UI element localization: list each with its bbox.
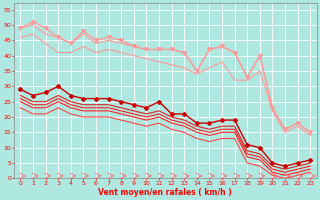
- X-axis label: Vent moyen/en rafales ( km/h ): Vent moyen/en rafales ( km/h ): [99, 188, 232, 197]
